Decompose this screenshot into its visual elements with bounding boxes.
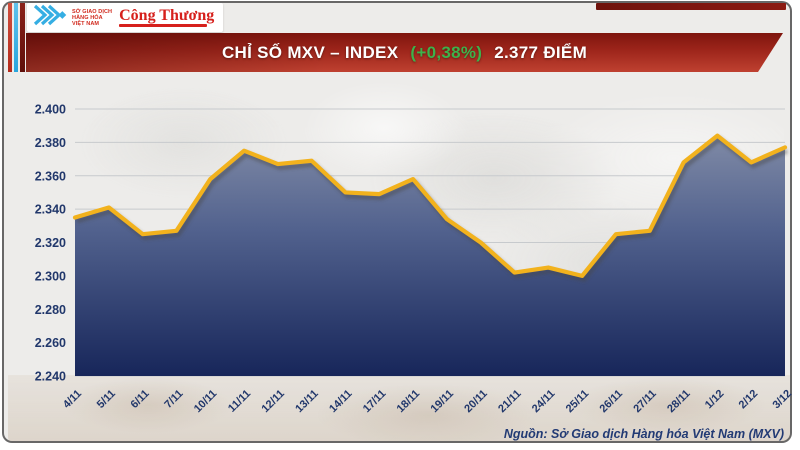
x-tick-label: 27/11 bbox=[631, 388, 659, 416]
title-change-percent: (+0,38%) bbox=[410, 42, 483, 62]
header-logos: SỞ GIAO DỊCH HÀNG HÓA VIỆT NAM Công Thươ… bbox=[27, 3, 223, 32]
x-tick-label: 24/11 bbox=[530, 388, 558, 416]
mxv-org-line: SỞ GIAO DỊCH bbox=[72, 8, 113, 15]
mxv-org-line: VIỆT NAM bbox=[72, 20, 100, 27]
congthuong-wordmark: Công Thương bbox=[119, 7, 215, 25]
x-tick-label: 6/11 bbox=[129, 388, 152, 411]
top-right-accent-bar bbox=[596, 3, 786, 10]
y-tick-label: 2.300 bbox=[35, 269, 66, 283]
congthuong-underline bbox=[119, 24, 207, 27]
chart-title: CHỈ SỐ MXV – INDEX (+0,38%) 2.377 ĐIỂM bbox=[222, 43, 587, 63]
mxv-org-name: SỞ GIAO DỊCH HÀNG HÓA VIỆT NAM bbox=[72, 9, 112, 27]
x-tick-label: 28/11 bbox=[665, 388, 693, 416]
x-tick-label: 12/11 bbox=[259, 388, 287, 416]
x-tick-label: 18/11 bbox=[395, 388, 423, 416]
x-tick-label: 26/11 bbox=[598, 388, 626, 416]
x-tick-label: 14/11 bbox=[327, 388, 355, 416]
x-tick-label: 19/11 bbox=[429, 388, 457, 416]
x-tick-label: 2/12 bbox=[737, 388, 761, 412]
photo-watermark bbox=[8, 375, 790, 441]
source-caption: Nguồn: Sở Giao dịch Hàng hóa Việt Nam (M… bbox=[503, 427, 784, 441]
x-tick-label: 13/11 bbox=[293, 388, 321, 416]
index-area-fill bbox=[75, 135, 785, 376]
x-tick-label: 20/11 bbox=[462, 388, 490, 416]
x-tick-label: 25/11 bbox=[564, 388, 592, 416]
x-tick-label: 3/12 bbox=[770, 388, 794, 412]
x-tick-label: 7/11 bbox=[162, 388, 185, 411]
accent-stripe-maroon bbox=[20, 3, 25, 72]
y-tick-label: 2.380 bbox=[35, 136, 66, 150]
x-tick-label: 5/11 bbox=[95, 388, 118, 411]
y-tick-label: 2.400 bbox=[35, 103, 66, 117]
x-tick-label: 1/12 bbox=[703, 388, 727, 412]
accent-stripe-red bbox=[8, 3, 12, 72]
y-tick-label: 2.320 bbox=[35, 236, 66, 250]
accent-stripe-cyan bbox=[14, 3, 18, 72]
chart-title-banner: CHỈ SỐ MXV – INDEX (+0,38%) 2.377 ĐIỂM bbox=[26, 33, 783, 72]
x-tick-label: 21/11 bbox=[496, 388, 524, 416]
x-tick-label: 4/11 bbox=[61, 388, 84, 411]
y-tick-label: 2.240 bbox=[35, 370, 66, 384]
x-tick-label: 11/11 bbox=[226, 388, 253, 415]
y-tick-label: 2.260 bbox=[35, 336, 66, 350]
y-tick-label: 2.360 bbox=[35, 169, 66, 183]
mxv-chevrons-icon bbox=[33, 4, 67, 31]
y-tick-label: 2.340 bbox=[35, 203, 66, 217]
mxv-org-line: HÀNG HÓA bbox=[72, 14, 103, 21]
x-tick-label: 10/11 bbox=[192, 388, 220, 416]
congthuong-logo: Công Thương bbox=[119, 8, 214, 27]
x-tick-label: 17/11 bbox=[361, 388, 389, 416]
y-tick-label: 2.280 bbox=[35, 303, 66, 317]
title-value: 2.377 ĐIỂM bbox=[494, 42, 588, 62]
index-line bbox=[72, 133, 788, 278]
title-prefix: CHỈ SỐ MXV – INDEX bbox=[221, 42, 399, 62]
